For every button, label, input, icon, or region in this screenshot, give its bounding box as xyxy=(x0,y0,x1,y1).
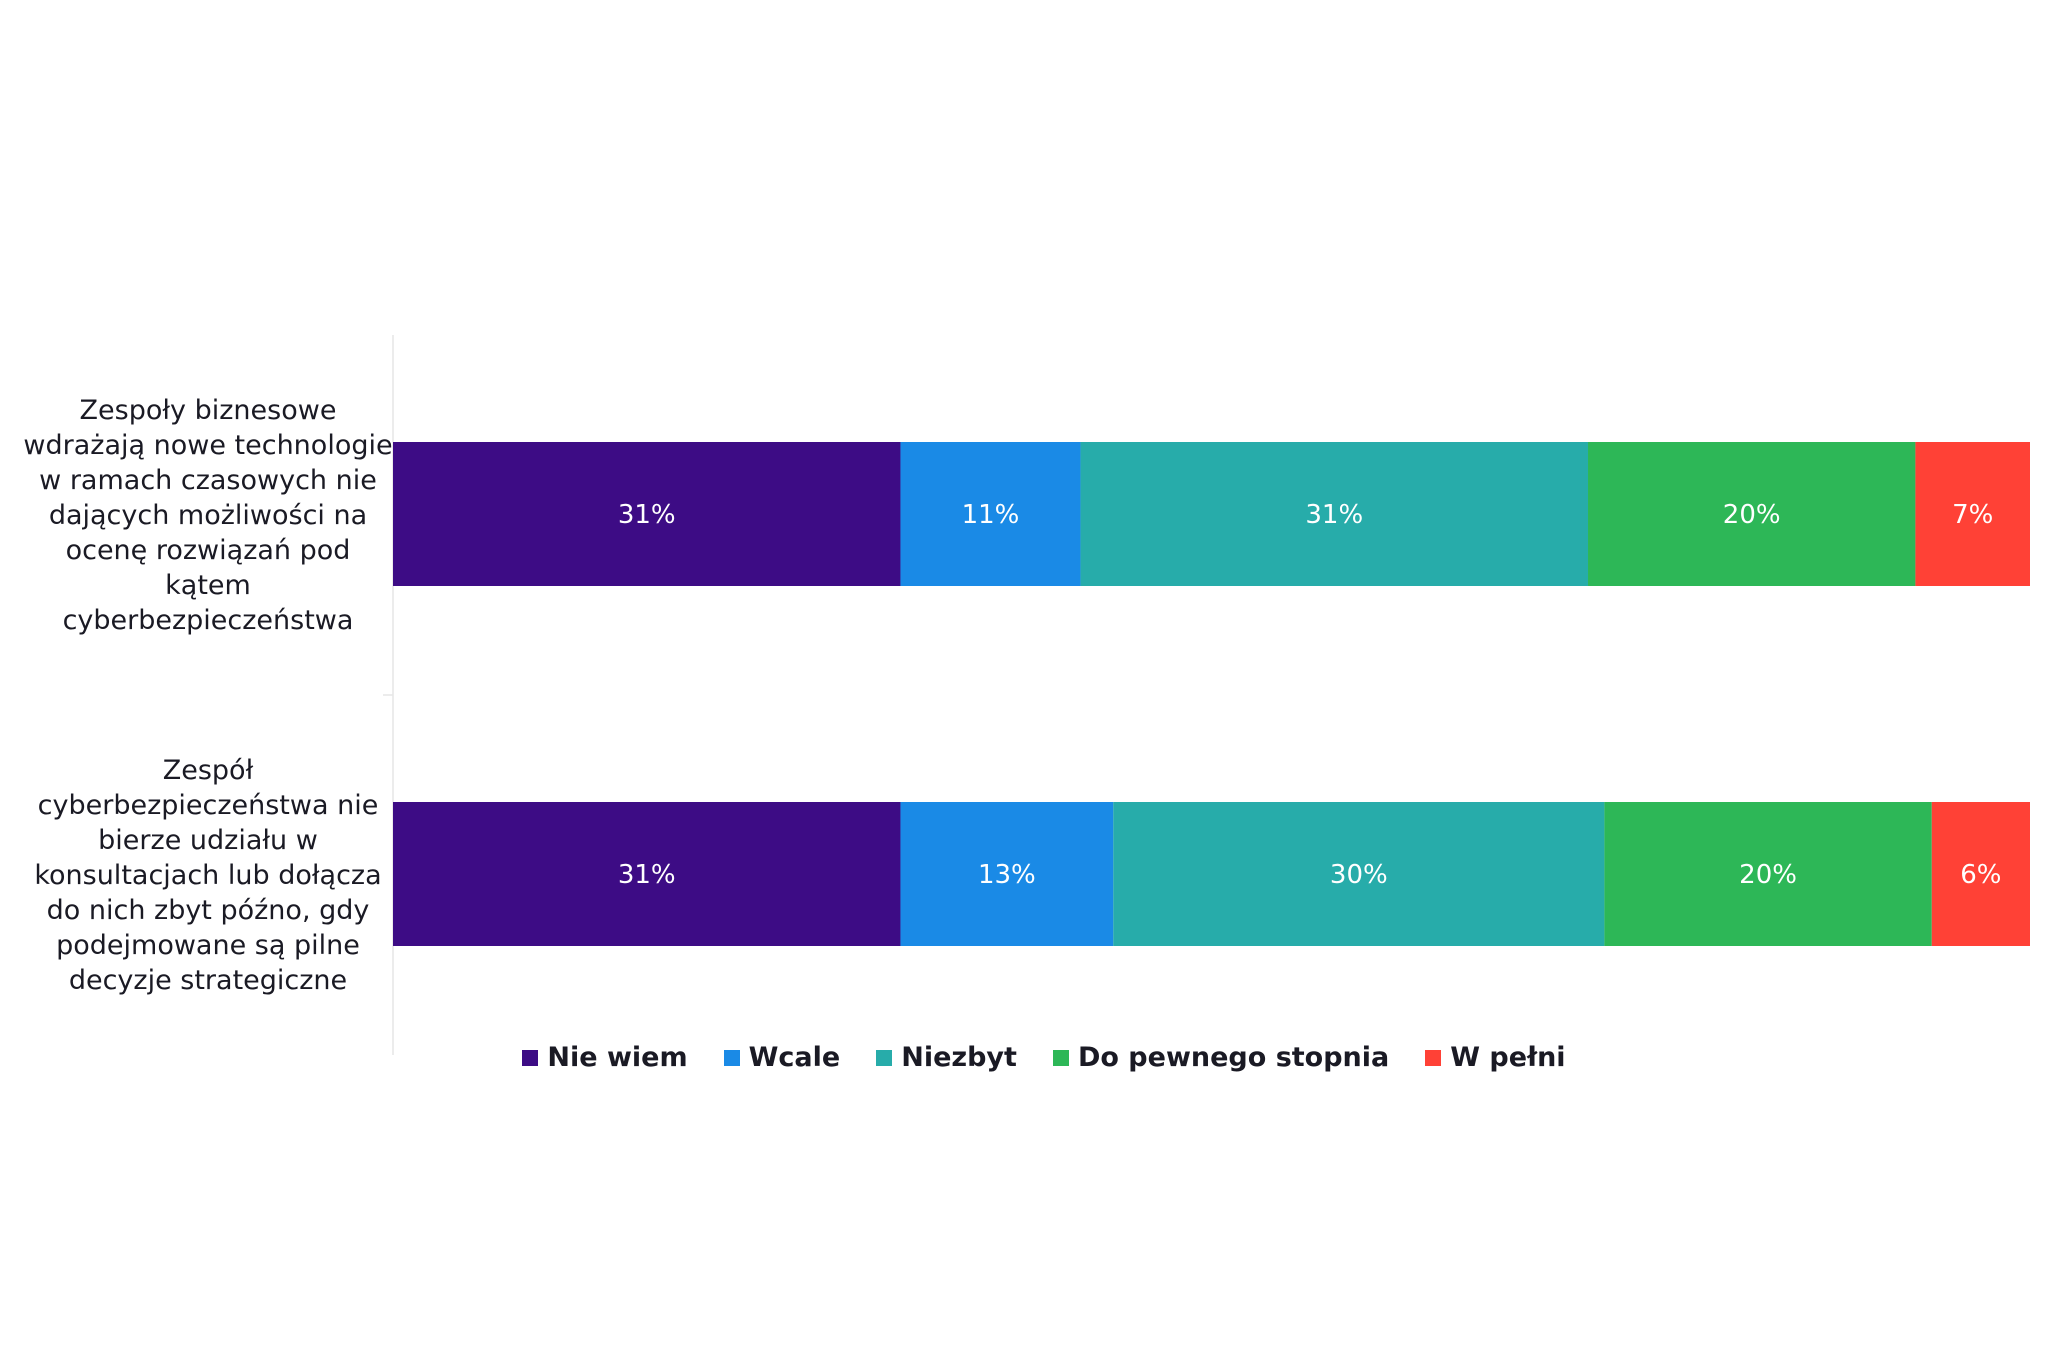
bar-segment-1-1 xyxy=(393,442,901,586)
legend-swatch xyxy=(522,1049,539,1066)
legend: Nie wiem Wcale Niezbyt Do pewnego stopni… xyxy=(0,1042,2048,1073)
legend-swatch xyxy=(723,1049,740,1066)
data-label-2-3: 30% xyxy=(1330,860,1388,890)
legend-label: Do pewnego stopnia xyxy=(1077,1042,1390,1073)
data-label-2-2: 13% xyxy=(978,860,1036,890)
data-label-2-1: 31% xyxy=(618,860,676,890)
legend-swatch xyxy=(1052,1049,1069,1066)
data-label-2-4: 20% xyxy=(1739,860,1797,890)
data-label-2-5: 6% xyxy=(1960,860,2001,890)
legend-label: W pełni xyxy=(1450,1042,1566,1073)
bar-segment-2-2 xyxy=(900,802,1114,946)
data-label-1-2: 11% xyxy=(962,500,1020,530)
data-label-1-3: 31% xyxy=(1305,500,1363,530)
legend-label: Niezbyt xyxy=(901,1042,1017,1073)
data-label-1-5: 7% xyxy=(1952,500,1993,530)
category-label-1: Zespoły biznesowe wdrażają nowe technolo… xyxy=(23,394,393,636)
legend-swatch xyxy=(876,1049,893,1066)
bars-group: 31% 11% 31% 20% 7% 31% 13% 30% 20% 6% xyxy=(393,442,2030,946)
bar-segment-1-5 xyxy=(1915,442,2030,586)
legend-item-wcale: Wcale xyxy=(723,1042,841,1073)
bar-segment-1-3 xyxy=(1080,442,1589,586)
bar-segment-1-2 xyxy=(900,442,1081,586)
legend-item-niezbyt: Niezbyt xyxy=(876,1042,1017,1073)
data-label-1-4: 20% xyxy=(1723,500,1781,530)
legend-swatch xyxy=(1425,1049,1442,1066)
bar-segment-1-4 xyxy=(1588,442,1916,586)
category-label-2: Zespół cyberbezpieczeństwa nie bierze ud… xyxy=(34,754,382,996)
bar-segment-2-4 xyxy=(1604,802,1932,946)
bar-segment-2-3 xyxy=(1113,802,1605,946)
legend-label: Wcale xyxy=(748,1042,841,1073)
legend-item-w-pelni: W pełni xyxy=(1425,1042,1566,1073)
bar-segment-2-1 xyxy=(393,802,901,946)
legend-item-do-pewnego-stopnia: Do pewnego stopnia xyxy=(1052,1042,1390,1073)
legend-item-nie-wiem: Nie wiem xyxy=(522,1042,688,1073)
bar-segment-2-5 xyxy=(1931,802,2030,946)
data-label-1-1: 31% xyxy=(618,500,676,530)
legend-label: Nie wiem xyxy=(547,1042,688,1073)
